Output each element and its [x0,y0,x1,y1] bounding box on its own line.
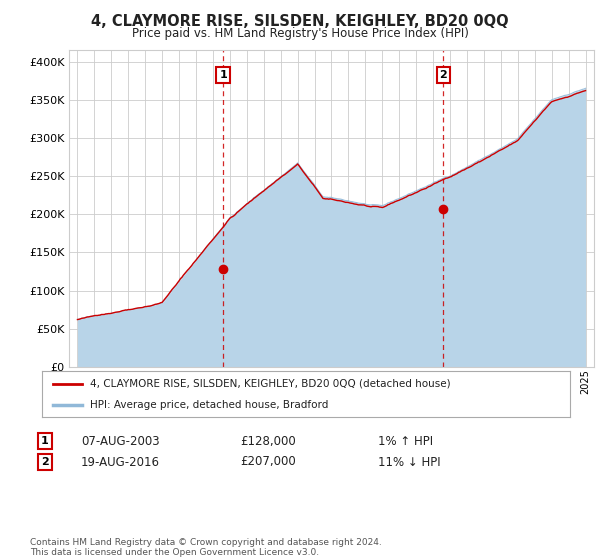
Text: 4, CLAYMORE RISE, SILSDEN, KEIGHLEY, BD20 0QQ: 4, CLAYMORE RISE, SILSDEN, KEIGHLEY, BD2… [91,14,509,29]
Text: Price paid vs. HM Land Registry's House Price Index (HPI): Price paid vs. HM Land Registry's House … [131,27,469,40]
Text: 2: 2 [41,457,49,467]
Text: 2: 2 [439,70,447,80]
Text: 1% ↑ HPI: 1% ↑ HPI [378,435,433,448]
Text: Contains HM Land Registry data © Crown copyright and database right 2024.
This d: Contains HM Land Registry data © Crown c… [30,538,382,557]
Text: 4, CLAYMORE RISE, SILSDEN, KEIGHLEY, BD20 0QQ (detached house): 4, CLAYMORE RISE, SILSDEN, KEIGHLEY, BD2… [89,379,450,389]
Text: HPI: Average price, detached house, Bradford: HPI: Average price, detached house, Brad… [89,400,328,410]
Text: 1: 1 [41,436,49,446]
Text: £207,000: £207,000 [240,455,296,469]
Text: 1: 1 [219,70,227,80]
Text: 11% ↓ HPI: 11% ↓ HPI [378,455,440,469]
Text: 07-AUG-2003: 07-AUG-2003 [81,435,160,448]
Text: 19-AUG-2016: 19-AUG-2016 [81,455,160,469]
Text: £128,000: £128,000 [240,435,296,448]
